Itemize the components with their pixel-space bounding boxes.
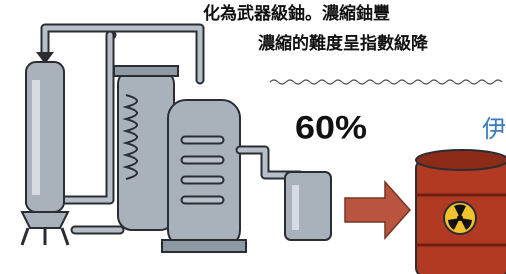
illustration: 化為武器級鈾。濃縮鈾豐 濃縮的難度呈指數級降 60% 伊 xyxy=(0,0,506,274)
label: 伊 xyxy=(482,115,506,143)
caption-line: 濃縮的難度呈指數級降 xyxy=(258,33,429,54)
arrow xyxy=(345,182,410,238)
caption-line: 化為武器級鈾。濃縮鈾豐 xyxy=(203,3,390,24)
divider xyxy=(270,80,502,84)
apparatus xyxy=(22,28,331,252)
barrel xyxy=(416,150,506,274)
percent-label: 60% xyxy=(295,109,367,145)
